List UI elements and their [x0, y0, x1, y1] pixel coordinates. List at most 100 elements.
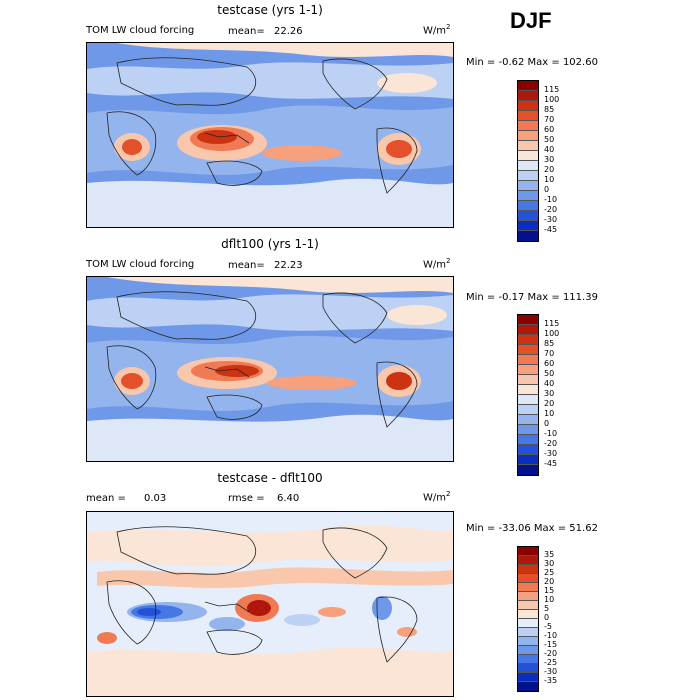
- colorbar-tick-label: -20: [544, 205, 558, 214]
- colorbar-tick-label: -30: [544, 449, 558, 458]
- colorbar-tick-label: -20: [544, 439, 558, 448]
- colorbar-tick-label: -10: [544, 631, 558, 640]
- colorbar-tick-label: -5: [544, 622, 552, 631]
- panel-1-colorbar-ticks: 115 100 85 70 60 50 40 30 20 10 0 -10 -2…: [544, 85, 559, 235]
- colorbar-tick-label: 10: [544, 409, 555, 418]
- colorbar-tick-label: 40: [544, 379, 555, 388]
- colorbar-cell: [518, 211, 538, 221]
- colorbar-cell: [518, 365, 538, 375]
- panel-3-mean-value: 0.03: [144, 493, 167, 504]
- panel-3-map: [86, 511, 454, 697]
- colorbar-cell: [518, 81, 538, 91]
- colorbar-tick-label: 115: [544, 319, 560, 328]
- colorbar-tick-label: 50: [544, 369, 555, 378]
- colorbar-cell: [518, 131, 538, 141]
- colorbar-tick-label: -30: [544, 215, 558, 224]
- colorbar-tick-label: 0: [544, 419, 550, 428]
- colorbar-cell: [518, 101, 538, 111]
- panel-3-title: testcase - dflt100: [217, 471, 323, 485]
- colorbar-tick-label: 100: [544, 95, 560, 104]
- colorbar-cell: [518, 355, 538, 365]
- colorbar-cell: [518, 637, 538, 646]
- colorbar-tick-label: -45: [544, 459, 558, 468]
- panel-2-title: dflt100 (yrs 1-1): [221, 237, 319, 251]
- panel-2-mean-value: 22.23: [274, 260, 303, 271]
- colorbar-tick-label: 35: [544, 550, 555, 559]
- panel-2-colorbar: [517, 314, 539, 476]
- colorbar-cell: [518, 315, 538, 325]
- colorbar-tick-label: 115: [544, 85, 560, 94]
- colorbar-tick-label: 25: [544, 568, 555, 577]
- colorbar-cell: [518, 673, 538, 682]
- colorbar-tick-label: -25: [544, 658, 558, 667]
- colorbar-tick-label: -10: [544, 195, 558, 204]
- colorbar-tick-label: -45: [544, 225, 558, 234]
- colorbar-cell: [518, 325, 538, 335]
- panel-3-min-max: Min = -33.06 Max = 51.62: [466, 523, 598, 534]
- colorbar-cell: [518, 547, 538, 556]
- colorbar-tick-label: 20: [544, 577, 555, 586]
- colorbar-cell: [518, 583, 538, 592]
- colorbar-tick-label: 5: [544, 604, 550, 613]
- colorbar-cell: [518, 610, 538, 619]
- colorbar-cell: [518, 335, 538, 345]
- panel-1-variable-label: TOM LW cloud forcing: [86, 25, 195, 36]
- colorbar-cell: [518, 628, 538, 637]
- colorbar-cell: [518, 161, 538, 171]
- colorbar-tick-label: 70: [544, 115, 555, 124]
- panel-2-mean-label: mean=: [228, 260, 265, 271]
- colorbar-cell: [518, 171, 538, 181]
- colorbar-cell: [518, 141, 538, 151]
- panel-1-colorbar: [517, 80, 539, 242]
- colorbar-tick-label: 20: [544, 399, 555, 408]
- colorbar-cell: [518, 682, 538, 691]
- panel-3-mean-label: mean =: [86, 493, 126, 504]
- colorbar-cell: [518, 619, 538, 628]
- colorbar-cell: [518, 455, 538, 465]
- colorbar-cell: [518, 201, 538, 211]
- colorbar-tick-label: 70: [544, 349, 555, 358]
- colorbar-cell: [518, 435, 538, 445]
- panel-2-min-max: Min = -0.17 Max = 111.39: [466, 292, 598, 303]
- colorbar-tick-label: 100: [544, 329, 560, 338]
- colorbar-cell: [518, 592, 538, 601]
- colorbar-cell: [518, 91, 538, 101]
- colorbar-cell: [518, 231, 538, 241]
- colorbar-cell: [518, 425, 538, 435]
- panel-2-map: [86, 276, 454, 462]
- colorbar-cell: [518, 415, 538, 425]
- colorbar-cell: [518, 565, 538, 574]
- panel-3-rmse-value: 6.40: [277, 493, 300, 504]
- colorbar-tick-label: 85: [544, 105, 555, 114]
- colorbar-cell: [518, 181, 538, 191]
- colorbar-tick-label: 15: [544, 586, 555, 595]
- panel-3-colorbar: [517, 546, 539, 692]
- panel-2-units: W/m2: [423, 257, 451, 271]
- panel-1-mean-label: mean=: [228, 26, 265, 37]
- colorbar-cell: [518, 405, 538, 415]
- colorbar-cell: [518, 556, 538, 565]
- colorbar-tick-label: 0: [544, 613, 550, 622]
- colorbar-cell: [518, 111, 538, 121]
- colorbar-tick-label: -35: [544, 676, 558, 685]
- colorbar-tick-label: 20: [544, 165, 555, 174]
- colorbar-cell: [518, 375, 538, 385]
- colorbar-tick-label: -15: [544, 640, 558, 649]
- colorbar-tick-label: 60: [544, 359, 555, 368]
- colorbar-cell: [518, 445, 538, 455]
- colorbar-tick-label: 0: [544, 185, 550, 194]
- colorbar-tick-label: 10: [544, 595, 555, 604]
- colorbar-cell: [518, 574, 538, 583]
- colorbar-tick-label: -30: [544, 667, 558, 676]
- panel-3-units: W/m2: [423, 490, 451, 504]
- colorbar-tick-label: 60: [544, 125, 555, 134]
- panel-1-min-max: Min = -0.62 Max = 102.60: [466, 57, 598, 68]
- colorbar-cell: [518, 395, 538, 405]
- colorbar-tick-label: 40: [544, 145, 555, 154]
- panel-2-colorbar-ticks: 115 100 85 70 60 50 40 30 20 10 0 -10 -2…: [544, 319, 559, 469]
- colorbar-cell: [518, 221, 538, 231]
- season-label: DJF: [510, 8, 552, 33]
- colorbar-cell: [518, 121, 538, 131]
- colorbar-cell: [518, 601, 538, 610]
- colorbar-tick-label: -20: [544, 649, 558, 658]
